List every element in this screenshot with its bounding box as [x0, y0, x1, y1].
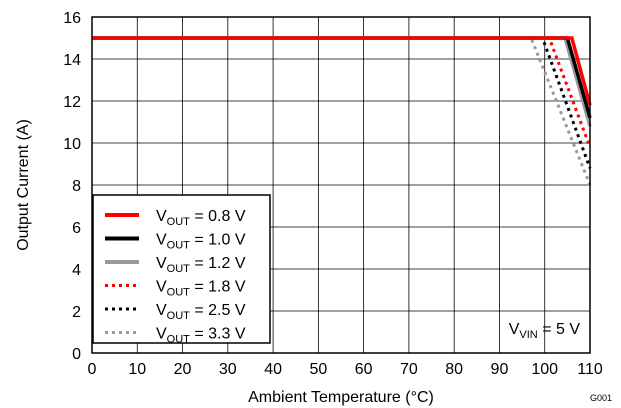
x-tick-label: 100 [531, 361, 558, 378]
y-tick-label: 2 [72, 304, 81, 321]
x-tick-label: 80 [445, 361, 463, 378]
vin-annotation-rest: = 5 V [538, 321, 581, 338]
x-tick-label: 0 [88, 361, 97, 378]
plot-frame [91, 16, 591, 354]
legend-label: VOUT = 2.5 V [156, 302, 246, 322]
legend-label: VOUT = 3.3 V [156, 326, 246, 346]
vin-annotation: VVIN = 5 V [509, 321, 581, 341]
x-tick-label: 50 [309, 361, 327, 378]
y-tick-label: 0 [72, 346, 81, 363]
x-tick-label: 20 [174, 361, 192, 378]
x-tick-label: 110 [577, 361, 603, 378]
series-line [92, 36, 592, 119]
x-tick-label: 90 [491, 361, 509, 378]
series-line [92, 36, 592, 127]
x-tick-label: 40 [264, 361, 282, 378]
y-tick-label: 14 [63, 52, 81, 69]
legend-label: VOUT = 0.8 V [156, 208, 246, 228]
vin-annotation-base: V [509, 321, 520, 338]
x-tick-label: 70 [400, 361, 418, 378]
y-tick-label: 16 [63, 10, 81, 27]
vin-annotation-subscript: VIN [519, 329, 537, 341]
legend-label: VOUT = 1.2 V [156, 255, 246, 275]
x-tick-label: 60 [355, 361, 373, 378]
chart-series-group [92, 36, 592, 186]
y-axis-label: Output Current (A) [15, 119, 32, 251]
series-line [92, 36, 592, 186]
y-tick-label: 6 [72, 220, 81, 237]
y-tick-label: 4 [72, 262, 81, 279]
y-tick-label: 8 [72, 178, 81, 195]
legend-box [92, 194, 271, 344]
series-line [92, 36, 592, 148]
series-line [92, 36, 592, 169]
y-tick-label: 12 [63, 94, 81, 111]
x-tick-label: 10 [128, 361, 146, 378]
x-axis-label: Ambient Temperature (°C) [248, 389, 434, 406]
x-tick-labels: 0 10 20 30 40 50 60 70 80 90 100 110 [88, 361, 603, 378]
series-line [92, 36, 592, 106]
legend: VOUT = 0.8 V VOUT = 1.0 V VOUT = 1.2 V VOUT… [92, 194, 271, 346]
y-tick-label: 10 [63, 136, 81, 153]
figure-id: G001 [590, 393, 612, 403]
legend-label: VOUT = 1.8 V [156, 279, 246, 299]
y-tick-labels: 0 2 4 6 8 10 12 14 16 [63, 10, 81, 363]
legend-label: VOUT = 1.0 V [156, 232, 246, 252]
x-tick-label: 30 [219, 361, 237, 378]
